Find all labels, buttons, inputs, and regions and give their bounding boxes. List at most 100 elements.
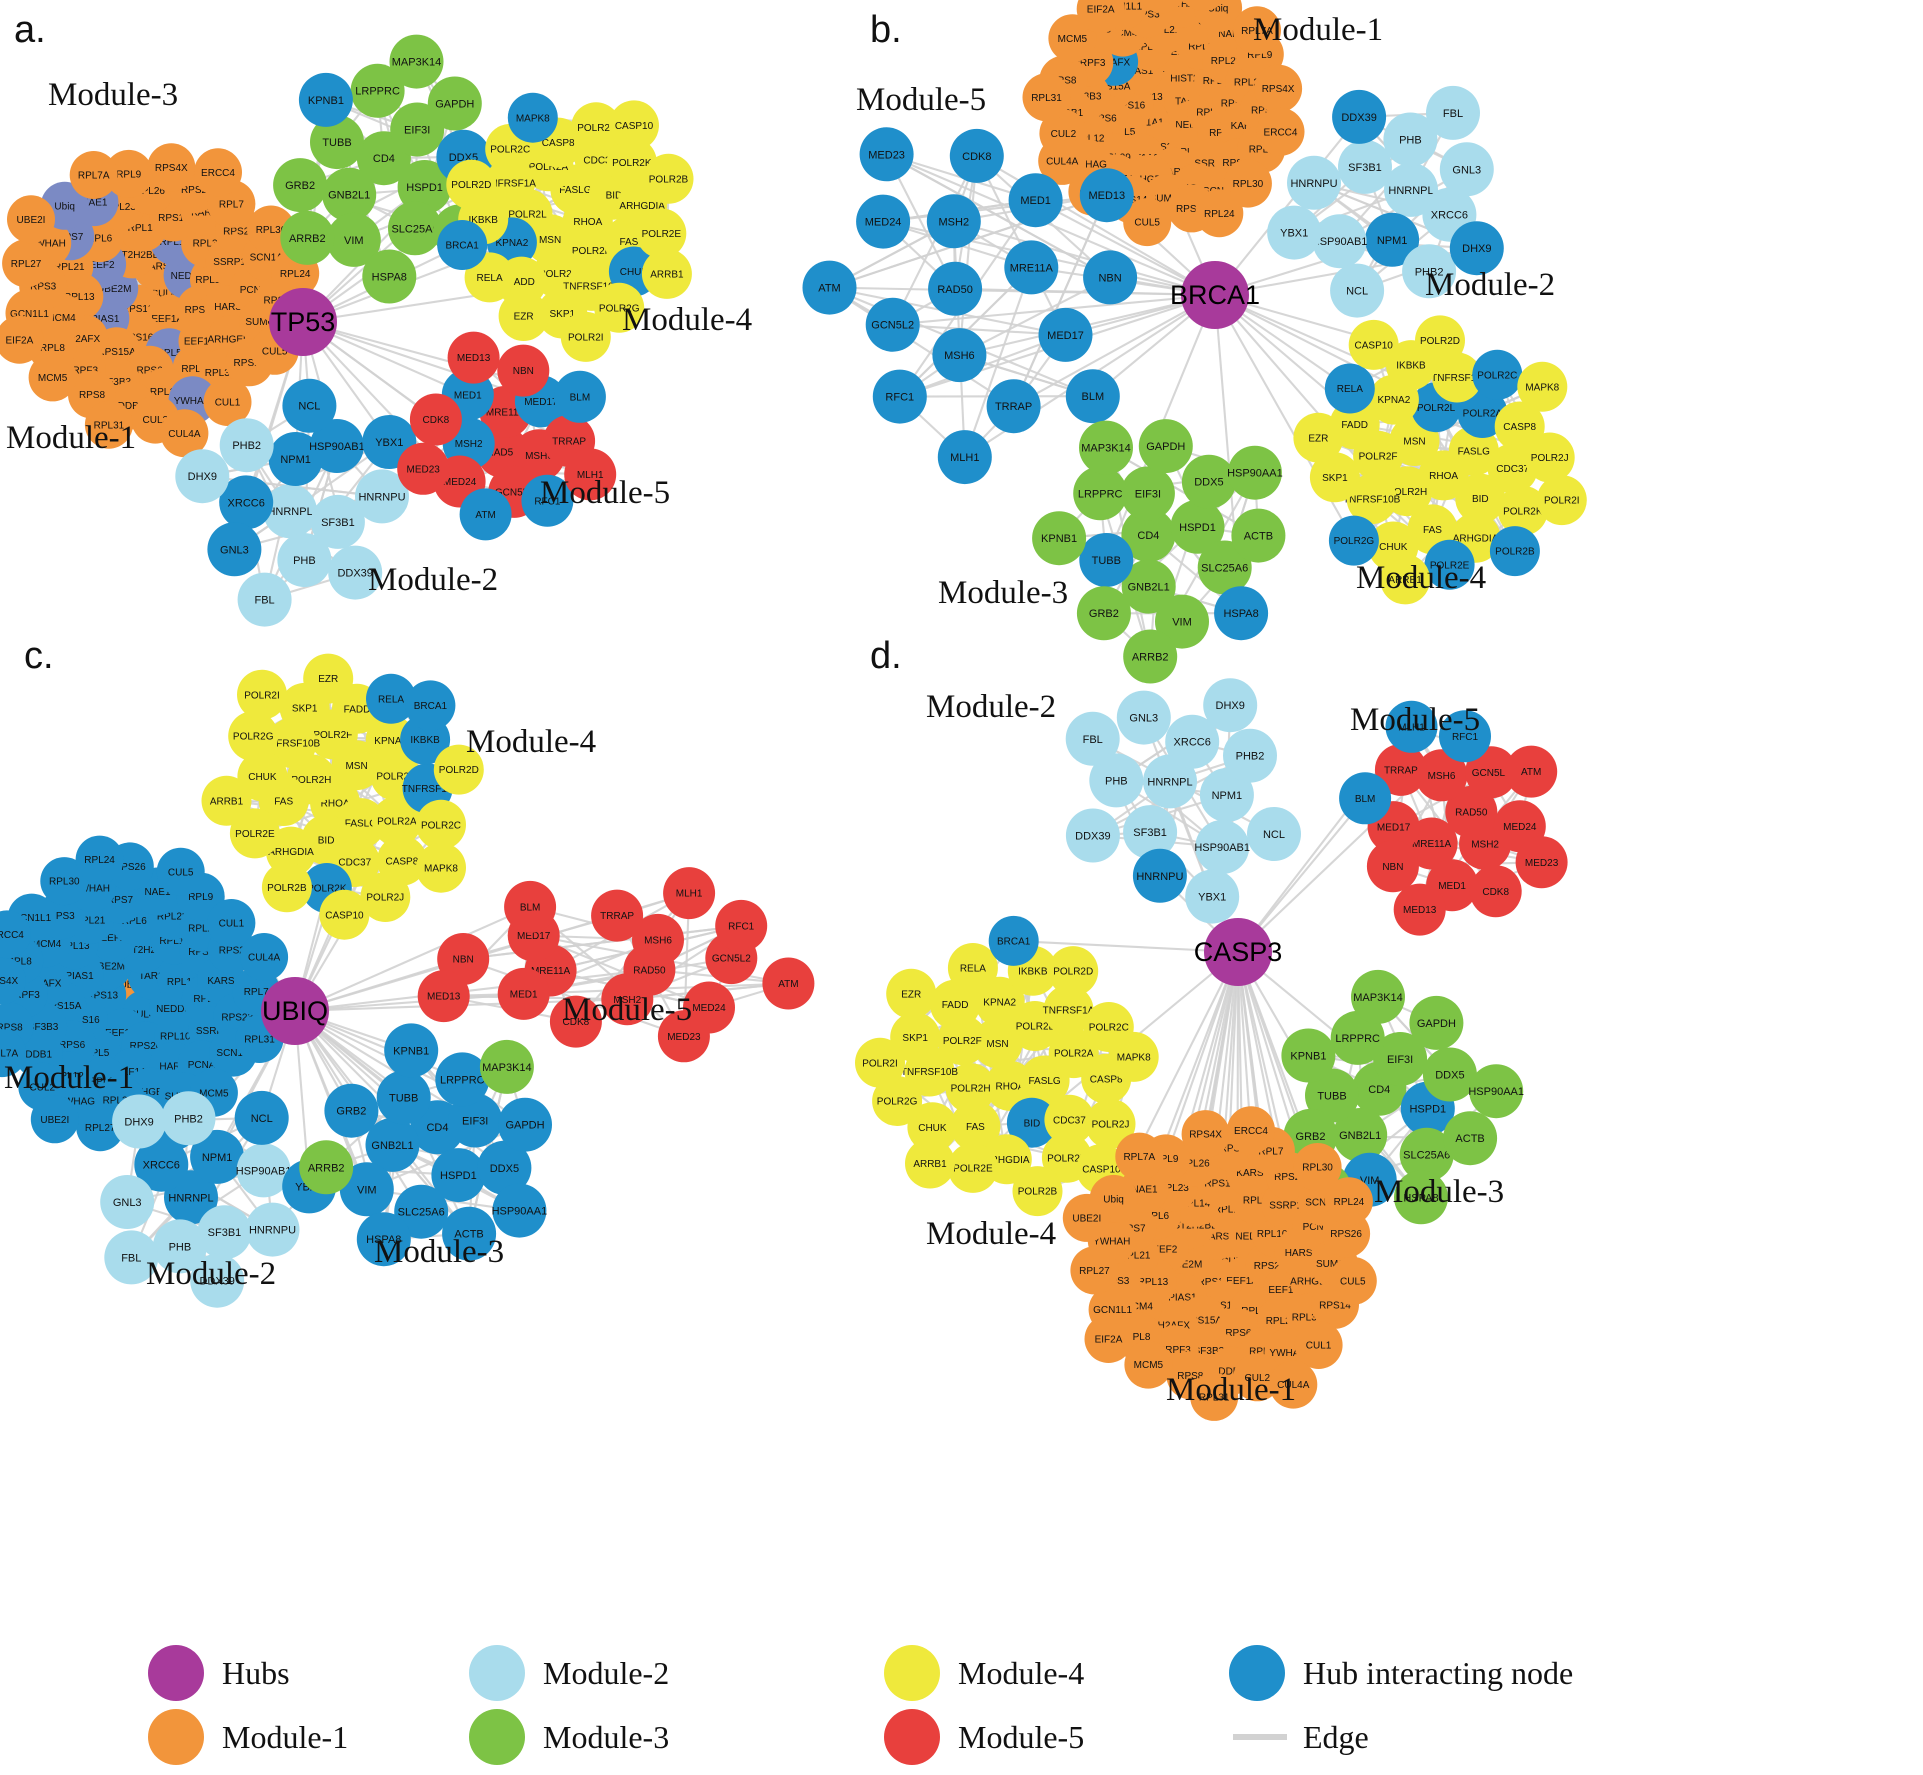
node-eif2a[interactable]: EIF2A (1084, 1315, 1133, 1363)
node-trrap[interactable]: TRRAP (591, 889, 644, 942)
node-mapk8[interactable]: MAPK8 (1517, 361, 1568, 412)
node-blm[interactable]: BLM (1339, 772, 1392, 825)
node-ddx39[interactable]: DDX39 (1065, 808, 1120, 863)
node-brca1[interactable]: BRCA1 (988, 915, 1039, 966)
node-med13[interactable]: MED13 (417, 970, 470, 1023)
node-mcm5[interactable]: MCM5 (28, 353, 77, 402)
node-grb2[interactable]: GRB2 (1076, 586, 1131, 641)
node-arrb1[interactable]: ARRB1 (905, 1138, 955, 1189)
node-phb2[interactable]: PHB2 (1223, 728, 1277, 783)
node-map3k14[interactable]: MAP3K14 (389, 34, 444, 89)
node-polr2g[interactable]: POLR2G (1328, 515, 1379, 566)
node-grb2[interactable]: GRB2 (324, 1083, 379, 1138)
node-nbn[interactable]: NBN (497, 344, 550, 397)
node-mlh1[interactable]: MLH1 (663, 867, 716, 920)
node-polr2c[interactable]: POLR2C (416, 799, 466, 850)
node-ncl[interactable]: NCL (1330, 263, 1385, 318)
node-ncl[interactable]: NCL (234, 1090, 289, 1145)
node-phb2[interactable]: PHB2 (219, 418, 274, 473)
node-actb[interactable]: ACTB (1231, 508, 1286, 563)
node-hspa8[interactable]: HSPA8 (1214, 586, 1269, 641)
node-arrb1[interactable]: ARRB1 (201, 775, 252, 826)
node-casp10[interactable]: CASP10 (1348, 319, 1399, 370)
node-mapk8[interactable]: MAPK8 (1108, 1031, 1159, 1082)
node-rfc1[interactable]: RFC1 (715, 899, 768, 952)
node-dhx9[interactable]: DHX9 (1203, 678, 1258, 733)
node-map3k14[interactable]: MAP3K14 (1351, 969, 1405, 1024)
node-atm[interactable]: ATM (1505, 745, 1558, 798)
node-ncl[interactable]: NCL (282, 378, 337, 433)
node-ezr[interactable]: EZR (886, 968, 937, 1019)
node-map3k14[interactable]: MAP3K14 (1079, 420, 1133, 475)
node-rpl24[interactable]: RPL24 (1324, 1177, 1373, 1226)
node-nbn[interactable]: NBN (1366, 840, 1419, 893)
node-gapdh[interactable]: GAPDH (427, 76, 482, 131)
node-blm[interactable]: BLM (1065, 369, 1120, 424)
node-hnrnpu[interactable]: HNRNPU (245, 1202, 300, 1257)
hub-brca1[interactable]: BRCA1 (1170, 261, 1260, 329)
node-casp10[interactable]: CASP10 (319, 889, 370, 940)
node-casp10[interactable]: CASP10 (609, 100, 659, 151)
node-med13[interactable]: MED13 (447, 331, 500, 384)
node-rela[interactable]: RELA (947, 943, 998, 993)
node-ezr[interactable]: EZR (498, 291, 549, 341)
node-ercc4[interactable]: ERCC4 (1227, 1106, 1275, 1155)
node-fbl[interactable]: FBL (1065, 711, 1120, 766)
node-med1[interactable]: MED1 (1008, 173, 1063, 228)
node-polr2i[interactable]: POLR2I (1536, 475, 1587, 526)
node-gapdh[interactable]: GAPDH (498, 1097, 552, 1152)
node-atm[interactable]: ATM (762, 957, 815, 1010)
node-cdk8[interactable]: CDK8 (949, 128, 1004, 183)
node-rpl27[interactable]: RPL27 (2, 239, 51, 288)
node-ube2i[interactable]: UBE2I (7, 195, 55, 244)
node-cdk8[interactable]: CDK8 (409, 393, 462, 446)
node-kpnb1[interactable]: KPNB1 (1032, 511, 1087, 566)
node-mapk8[interactable]: MAPK8 (507, 92, 558, 143)
node-arrb2[interactable]: ARRB2 (280, 210, 335, 265)
node-rps4x[interactable]: RPS4X (147, 143, 196, 192)
hub-tp53[interactable]: TP53 (269, 288, 337, 356)
node-gapdh[interactable]: GAPDH (1138, 419, 1193, 474)
node-mre11a[interactable]: MRE11A (1004, 240, 1059, 295)
hub-casp3[interactable]: CASP3 (1194, 918, 1283, 986)
node-dhx9[interactable]: DHX9 (175, 449, 230, 504)
node-lrpprc[interactable]: LRPPRC (1073, 466, 1128, 521)
node-ercc4[interactable]: ERCC4 (194, 148, 242, 197)
node-ncl[interactable]: NCL (1247, 807, 1301, 861)
node-rps4x[interactable]: RPS4X (1254, 64, 1303, 113)
node-rela[interactable]: RELA (1324, 363, 1375, 414)
node-polr2d[interactable]: POLR2D (1048, 946, 1099, 997)
node-rpl7a[interactable]: RPL7A (69, 151, 118, 199)
node-med13[interactable]: MED13 (1393, 883, 1446, 936)
node-rpl24[interactable]: RPL24 (1195, 189, 1244, 238)
node-phb[interactable]: PHB (277, 533, 332, 588)
node-kpnb1[interactable]: KPNB1 (1281, 1028, 1336, 1083)
node-cul5[interactable]: CUL5 (1328, 1256, 1377, 1305)
node-ddx39[interactable]: DDX39 (1332, 89, 1387, 144)
node-med23[interactable]: MED23 (397, 442, 450, 495)
node-kpnb1[interactable]: KPNB1 (298, 72, 353, 127)
node-med23[interactable]: MED23 (1515, 836, 1568, 889)
node-nbn[interactable]: NBN (1083, 250, 1138, 305)
node-ezr[interactable]: EZR (303, 653, 354, 704)
node-polr2e[interactable]: POLR2E (947, 1142, 998, 1193)
node-rad50[interactable]: RAD50 (928, 261, 983, 316)
node-trrap[interactable]: TRRAP (986, 379, 1041, 434)
node-polr2b[interactable]: POLR2B (261, 862, 312, 913)
node-med17[interactable]: MED17 (1038, 307, 1093, 362)
node-fbl[interactable]: FBL (1426, 85, 1480, 140)
node-polr2b[interactable]: POLR2B (643, 153, 694, 204)
node-polr2i[interactable]: POLR2I (237, 669, 287, 720)
node-tubb[interactable]: TUBB (376, 1070, 431, 1125)
node-gnl3[interactable]: GNL3 (1116, 690, 1171, 745)
node-cdk8[interactable]: CDK8 (1469, 865, 1522, 918)
node-arrb2[interactable]: ARRB2 (1123, 629, 1178, 684)
node-blm[interactable]: BLM (504, 880, 557, 933)
node-ube2i[interactable]: UBE2I (1062, 1193, 1111, 1242)
node-med13[interactable]: MED13 (1079, 168, 1134, 223)
node-gnl3[interactable]: GNL3 (207, 522, 262, 577)
node-tubb[interactable]: TUBB (1079, 533, 1134, 587)
node-gapdh[interactable]: GAPDH (1409, 995, 1464, 1050)
node-cul5[interactable]: CUL5 (156, 847, 205, 896)
node-hnrnpu[interactable]: HNRNPU (1287, 155, 1341, 210)
